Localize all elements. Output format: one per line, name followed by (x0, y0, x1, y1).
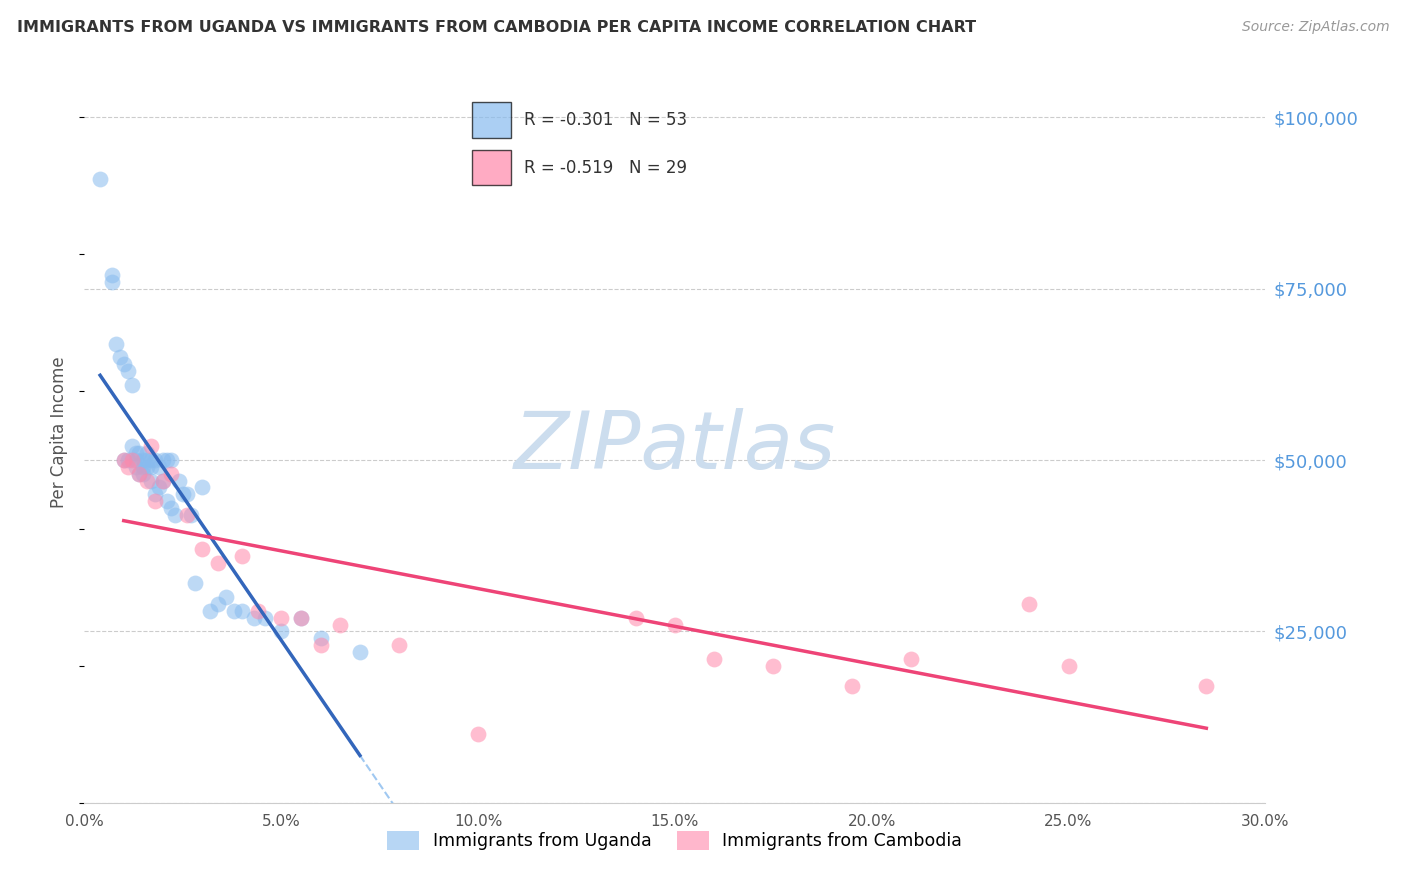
Point (191, 542, 214, 557)
Point (141, 453, 163, 467)
Text: IMMIGRANTS FROM UGANDA VS IMMIGRANTS FROM CAMBODIA PER CAPITA INCOME CORRELATION: IMMIGRANTS FROM UGANDA VS IMMIGRANTS FRO… (17, 20, 976, 35)
Point (121, 439, 143, 453)
Point (309, 638, 332, 652)
Point (117, 459, 139, 474)
Point (160, 501, 183, 516)
Text: ZIPatlas: ZIPatlas (513, 409, 837, 486)
Point (167, 474, 190, 488)
Point (270, 624, 292, 639)
Point (132, 459, 155, 474)
Point (246, 604, 269, 618)
Point (141, 439, 163, 453)
Point (215, 590, 238, 604)
Point (290, 610, 312, 624)
Point (160, 453, 183, 467)
Point (148, 459, 170, 474)
Point (156, 453, 179, 467)
Point (121, 453, 143, 467)
Point (124, 459, 146, 474)
Point (329, 617, 352, 632)
Point (117, 364, 139, 378)
Point (242, 610, 264, 624)
Point (112, 453, 135, 467)
Point (136, 446, 159, 460)
Point (152, 474, 174, 488)
Point (132, 453, 155, 467)
Point (152, 474, 174, 488)
Point (200, 604, 222, 618)
Point (156, 494, 179, 508)
Point (664, 617, 686, 632)
Y-axis label: Per Capita Income: Per Capita Income (51, 357, 69, 508)
Point (101, 268, 124, 282)
Point (148, 480, 170, 494)
Point (183, 576, 205, 591)
Point (207, 597, 229, 611)
Point (101, 275, 124, 289)
Point (117, 453, 139, 467)
Point (141, 474, 163, 488)
Point (132, 467, 155, 481)
Point (112, 357, 135, 371)
Point (172, 487, 194, 501)
Point (191, 480, 214, 494)
Point (1195, 679, 1218, 693)
Point (207, 556, 229, 570)
Point (143, 487, 166, 501)
Point (176, 487, 198, 501)
Point (703, 652, 725, 666)
Point (231, 604, 253, 618)
Point (467, 727, 489, 741)
Point (152, 453, 174, 467)
Point (128, 467, 150, 481)
Point (349, 645, 371, 659)
Point (128, 446, 150, 460)
Point (128, 467, 150, 481)
Point (254, 610, 277, 624)
Point (180, 508, 202, 522)
Point (309, 632, 332, 646)
Text: Source: ZipAtlas.com: Source: ZipAtlas.com (1241, 20, 1389, 34)
Point (136, 459, 159, 474)
Point (121, 377, 143, 392)
Point (124, 453, 146, 467)
Point (1057, 658, 1080, 673)
Point (231, 549, 253, 563)
Point (141, 459, 163, 474)
Point (136, 474, 159, 488)
Point (124, 446, 146, 460)
Point (136, 453, 159, 467)
Point (1018, 597, 1040, 611)
Point (104, 336, 127, 351)
Point (143, 453, 166, 467)
Point (624, 610, 647, 624)
Point (841, 679, 863, 693)
Point (163, 508, 186, 522)
Point (89, 172, 111, 186)
Point (160, 467, 183, 481)
Point (900, 652, 922, 666)
Point (112, 453, 135, 467)
Point (222, 604, 245, 618)
Point (143, 494, 166, 508)
Point (388, 638, 411, 652)
Legend: Immigrants from Uganda, Immigrants from Cambodia: Immigrants from Uganda, Immigrants from … (381, 824, 969, 857)
Point (270, 610, 292, 624)
Point (762, 658, 785, 673)
Point (108, 350, 131, 364)
Point (290, 610, 312, 624)
Point (176, 508, 198, 522)
